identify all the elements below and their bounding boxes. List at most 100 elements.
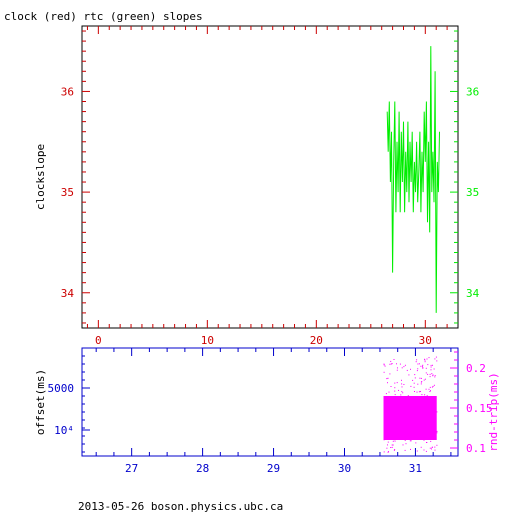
top-x-tick-labels: 0 10 20 30 (95, 334, 432, 347)
footer-text: 2013-05-26 boson.physics.ubc.ca (78, 500, 283, 512)
scatter-point (421, 437, 423, 439)
scatter-point (386, 378, 388, 380)
scatter-point (423, 379, 425, 381)
scatter-point (422, 367, 424, 369)
scatter-point (426, 395, 428, 397)
scatter-point (430, 364, 432, 366)
scatter-point (432, 364, 433, 366)
scatter-point (402, 444, 404, 446)
top-right-tick-labels: 34 35 36 (466, 85, 480, 299)
scatter-point (430, 440, 432, 442)
scatter-point (429, 391, 431, 392)
bottom-x-tick-label: 28 (196, 462, 209, 475)
bottom-y-tick-label: 10⁴ (54, 424, 74, 437)
scatter-point (411, 415, 412, 417)
scatter-point (401, 391, 403, 393)
scatter-point (436, 432, 438, 434)
scatter-point (396, 408, 398, 410)
scatter-point (422, 419, 424, 421)
scatter-point (410, 448, 411, 450)
scatter-point (406, 423, 408, 425)
scatter-point (429, 376, 431, 378)
scatter-point (413, 386, 415, 388)
scatter-point (387, 382, 388, 384)
scatter-point (400, 394, 402, 396)
scatter-point (420, 424, 422, 426)
bottom-x-tick-labels: 27 28 29 30 31 (125, 462, 422, 475)
bottom-y2-tick-label: 0.2 (466, 362, 486, 375)
scatter-point (383, 439, 385, 441)
scatter-point (423, 449, 425, 451)
scatter-point (408, 414, 409, 416)
scatter-point (418, 401, 420, 403)
scatter-point (416, 370, 418, 372)
scatter-point (405, 433, 407, 435)
top-y2-tick-label: 36 (466, 85, 479, 98)
scatter-point (423, 399, 425, 401)
scatter-point (390, 363, 392, 365)
scatter-point (396, 413, 397, 415)
top-y-tick-label: 35 (61, 186, 74, 199)
scatter-point (429, 433, 431, 435)
top-x-tick-label: 30 (419, 334, 432, 347)
top-y-axis-label: clockslope (34, 144, 47, 210)
scatter-point (403, 419, 405, 421)
scatter-point (399, 429, 400, 431)
scatter-point (414, 418, 416, 420)
scatter-point (403, 366, 405, 368)
scatter-point (385, 393, 387, 395)
scatter-point (394, 382, 396, 384)
scatter-point (424, 394, 426, 396)
top-series-group (386, 46, 440, 313)
scatter-point (426, 429, 428, 430)
scatter-point (405, 424, 407, 426)
scatter-point (386, 425, 388, 427)
scatter-point (422, 365, 423, 367)
scatter-point (434, 376, 436, 378)
scatter-point (431, 386, 433, 388)
scatter-point (394, 390, 396, 392)
scatter-point (390, 386, 392, 387)
scatter-point (389, 373, 391, 375)
scatter-point (429, 373, 431, 375)
clockslope-panel: 0 10 20 30 34 35 36 34 35 36 clockslope (34, 25, 480, 347)
scatter-point (417, 383, 419, 385)
scatter-point (432, 385, 434, 387)
scatter-point (392, 431, 394, 433)
scatter-point (399, 363, 401, 365)
scatter-point (404, 434, 406, 435)
scatter-point (431, 408, 433, 409)
scatter-point (395, 396, 397, 398)
scatter-point (402, 411, 404, 413)
offset-panel: 27 28 29 30 31 5000 10⁴ 0.1 0.15 0.2 off… (34, 347, 500, 475)
scatter-point (419, 407, 421, 409)
scatter-point (401, 414, 403, 416)
scatter-point (397, 367, 398, 369)
bottom-y2-tick-label: 0.15 (466, 402, 493, 415)
scatter-point (434, 375, 436, 377)
scatter-point (410, 398, 411, 400)
scatter-point (392, 444, 394, 446)
scatter-point (427, 373, 429, 375)
scatter-point (404, 364, 406, 366)
scatter-point (413, 436, 415, 438)
scatter-point (425, 367, 427, 369)
scatter-point (425, 372, 427, 374)
top-y-tick-label: 34 (61, 287, 75, 300)
scatter-point (433, 384, 435, 386)
scatter-point (420, 429, 422, 431)
scatter-point (424, 378, 426, 380)
scatter-point (420, 413, 422, 414)
scatter-point (418, 410, 420, 412)
scatter-point (385, 438, 387, 440)
top-left-tick-labels: 34 35 36 (61, 85, 75, 299)
bottom-y-axis-label: offset(ms) (34, 369, 47, 435)
scatter-point (423, 417, 425, 419)
scatter-point (430, 390, 431, 392)
scatter-point (404, 439, 406, 441)
scatter-point (408, 415, 410, 417)
scatter-point (385, 429, 387, 431)
scatter-point (424, 358, 425, 360)
scatter-point (401, 367, 403, 369)
scatter-point (417, 439, 419, 440)
